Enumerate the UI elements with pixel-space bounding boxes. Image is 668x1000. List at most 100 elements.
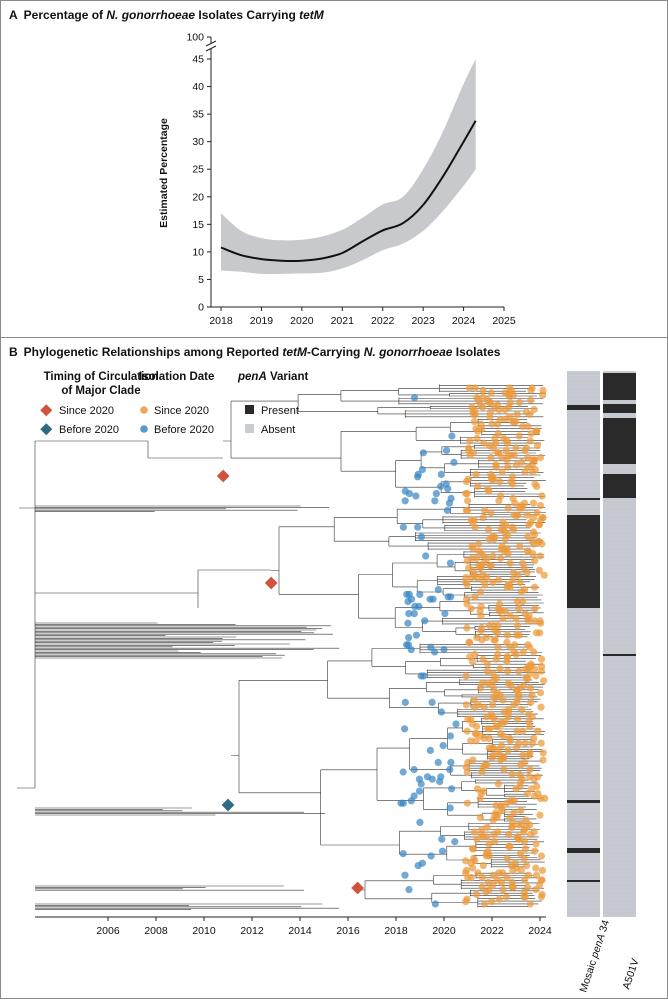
clade-node-before-2020 [221, 798, 235, 812]
tip-point-before-2020 [414, 523, 422, 531]
tip-point-since-2020 [483, 823, 491, 831]
tree-branches [17, 384, 546, 910]
tip-point-since-2020 [468, 658, 477, 666]
tip-point-before-2020 [434, 586, 442, 594]
legend-pena-title-rest: Variant [267, 371, 309, 383]
tip-point-before-2020 [419, 449, 427, 457]
axis-break-mark [205, 40, 217, 47]
tip-point-since-2020 [462, 898, 470, 906]
legend-dot-before [140, 425, 148, 433]
tip-point-before-2020 [422, 552, 430, 560]
tip-point-before-2020 [399, 850, 407, 858]
legend-clade-before: Before 2020 [59, 424, 119, 436]
x-tick-label: 2023 [411, 315, 435, 327]
tip-point-since-2020 [537, 655, 546, 663]
tip-point-since-2020 [496, 665, 504, 673]
tip-point-since-2020 [503, 439, 512, 447]
tip-point-since-2020 [477, 588, 485, 596]
tip-point-since-2020 [520, 838, 529, 846]
tip-point-since-2020 [474, 869, 482, 877]
time-axis: 2006 2008 2010 2012 2014 2016 2018 2020 2022 2024 [35, 916, 552, 937]
tip-point-since-2020 [463, 557, 471, 565]
tip-point-since-2020 [536, 881, 544, 889]
tip-point-since-2020 [493, 629, 501, 637]
tip-point-since-2020 [533, 427, 541, 435]
tip-point-before-2020 [412, 631, 420, 639]
tip-point-since-2020 [520, 893, 528, 901]
tip-point-since-2020 [516, 542, 524, 550]
tip-point-before-2020 [429, 595, 437, 603]
tip-point-since-2020 [515, 432, 523, 440]
tip-point-before-2020 [431, 648, 439, 656]
tip-point-since-2020 [479, 655, 487, 663]
tip-point-since-2020 [492, 655, 500, 663]
tip-point-since-2020 [498, 468, 506, 476]
tip-point-since-2020 [503, 799, 511, 807]
tip-point-since-2020 [464, 497, 472, 505]
tip-point-since-2020 [526, 643, 534, 651]
tip-point-before-2020 [416, 590, 424, 598]
tip-point-since-2020 [515, 835, 523, 843]
tip-point-since-2020 [539, 749, 547, 757]
clade-node-since-2020 [216, 469, 230, 483]
tip-point-before-2020 [399, 768, 407, 776]
tip-point-since-2020 [528, 691, 536, 699]
tip-point-since-2020 [463, 624, 471, 632]
tip-point-since-2020 [531, 605, 539, 613]
tip-point-before-2020 [399, 523, 407, 531]
tip-point-since-2020 [538, 540, 546, 548]
tip-point-before-2020 [428, 698, 436, 706]
y-tick-label: 0 [198, 302, 204, 314]
legend-diamond-since [40, 404, 53, 417]
panel-a-title-pre: Percentage of [23, 8, 107, 22]
tip-point-before-2020 [414, 862, 422, 870]
tip-point-since-2020 [507, 682, 515, 690]
a501v-present-band [603, 404, 636, 413]
tip-point-since-2020 [477, 612, 485, 620]
tip-point-since-2020 [519, 727, 527, 735]
tip-point-before-2020 [410, 394, 419, 402]
estimate-line [220, 120, 477, 262]
tip-point-since-2020 [466, 451, 474, 459]
tip-point-before-2020 [405, 886, 413, 894]
tip-point-since-2020 [467, 574, 476, 582]
tip-point-since-2020 [526, 722, 534, 730]
tip-point-since-2020 [528, 785, 536, 793]
a501v-present-band [603, 373, 636, 400]
mosaic-present-band [567, 498, 600, 500]
x-tick-label: 2019 [250, 315, 274, 327]
tip-point-since-2020 [506, 583, 514, 591]
tip-point-since-2020 [532, 672, 540, 680]
tip-point-since-2020 [508, 823, 516, 831]
mosaic-present-band [567, 880, 600, 882]
tip-point-since-2020 [486, 562, 494, 570]
clade-node-since-2020 [264, 576, 278, 590]
time-tick-label: 2012 [240, 925, 264, 937]
tip-point-since-2020 [501, 535, 509, 543]
tip-point-since-2020 [481, 581, 489, 589]
tip-point-since-2020 [531, 665, 539, 673]
tip-point-before-2020 [415, 602, 423, 610]
tip-point-since-2020 [472, 890, 481, 899]
time-tick-label: 2010 [192, 925, 216, 937]
x-tick-label: 2022 [371, 315, 395, 327]
legend-absent-swatch [245, 424, 254, 433]
tip-point-before-2020 [410, 766, 418, 774]
tip-point-before-2020 [448, 432, 456, 440]
tip-point-since-2020 [462, 701, 470, 709]
tip-point-since-2020 [485, 487, 493, 495]
tip-point-since-2020 [521, 446, 529, 454]
tip-point-since-2020 [513, 727, 521, 735]
tip-point-since-2020 [478, 636, 486, 644]
tip-point-since-2020 [538, 866, 547, 875]
a501v-present-band [603, 654, 636, 656]
tip-point-since-2020 [535, 521, 543, 529]
tip-point-before-2020 [417, 533, 425, 541]
x-tick-label: 2020 [290, 315, 314, 327]
legend-iso-title: Isolation Date [139, 371, 214, 383]
x-tick-label: 2018 [209, 315, 233, 327]
tip-point-since-2020 [522, 674, 530, 682]
tip-point-since-2020 [514, 571, 522, 579]
y-tick-label: 45 [192, 54, 204, 66]
mosaic-present-band [567, 405, 600, 410]
